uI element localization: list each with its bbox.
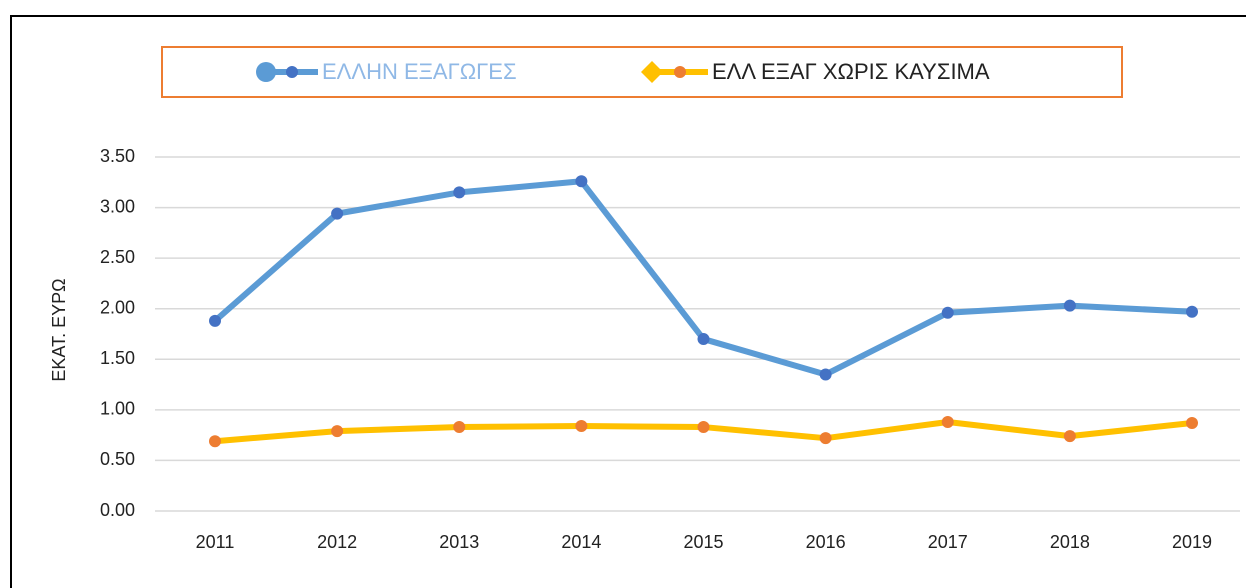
y-tick-label: 2.50 <box>100 247 135 267</box>
y-tick-label: 1.00 <box>100 399 135 419</box>
y-tick-label: 3.00 <box>100 196 135 216</box>
legend-marker <box>641 61 663 83</box>
data-point <box>575 420 588 433</box>
data-point <box>331 207 344 220</box>
legend-marker <box>286 66 298 78</box>
x-tick-label: 2016 <box>806 532 846 552</box>
data-point <box>1063 299 1076 312</box>
legend-marker <box>256 62 276 82</box>
y-tick-label: 0.50 <box>100 449 135 469</box>
data-point <box>575 175 588 188</box>
data-point <box>453 186 466 199</box>
data-point <box>1186 417 1198 430</box>
y-tick-label: 3.50 <box>100 146 135 166</box>
x-tick-label: 2019 <box>1172 532 1212 552</box>
y-axis-label: ΕΚΑΤ. ΕΥΡΩ <box>49 278 69 381</box>
data-point <box>209 314 221 327</box>
chart-frame <box>10 15 1246 588</box>
y-tick-label: 1.50 <box>100 348 135 368</box>
y-tick-label: 0.00 <box>100 500 135 520</box>
x-tick-label: 2013 <box>439 532 479 552</box>
x-tick-label: 2011 <box>196 532 235 552</box>
data-point <box>331 425 344 438</box>
data-point <box>941 306 954 319</box>
y-tick-label: 2.00 <box>100 297 135 317</box>
legend-label: ΕΛΛΗΝ ΕΞΑΓΩΓΕΣ <box>322 59 517 84</box>
data-point <box>819 432 832 445</box>
data-point <box>819 368 832 381</box>
data-point <box>941 415 954 428</box>
x-tick-label: 2014 <box>561 532 601 552</box>
legend-marker <box>674 66 686 78</box>
data-point <box>453 421 466 434</box>
data-point <box>697 421 710 434</box>
x-tick-label: 2017 <box>928 532 968 552</box>
x-tick-label: 2018 <box>1050 532 1090 552</box>
x-tick-label: 2012 <box>317 532 357 552</box>
legend-label: ΕΛΛ ΕΞΑΓ ΧΩΡΙΣ ΚΑΥΣΙΜΑ <box>712 59 990 84</box>
data-point <box>697 333 710 346</box>
data-point <box>1063 430 1076 443</box>
data-point <box>1186 305 1198 318</box>
data-point <box>209 435 221 448</box>
x-tick-label: 2015 <box>683 532 723 552</box>
